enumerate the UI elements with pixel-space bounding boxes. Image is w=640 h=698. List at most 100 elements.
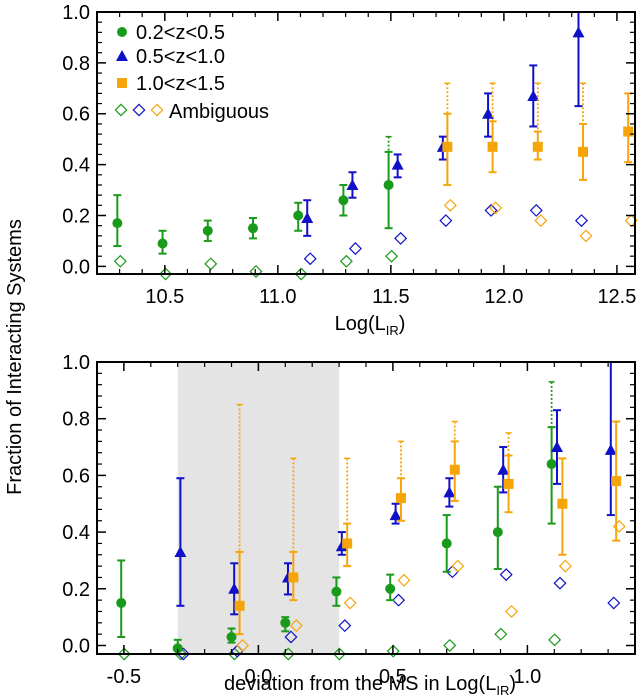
- legend-diamond-mid-z: [132, 103, 146, 117]
- bottom-shaded-region: [177, 362, 340, 654]
- chart-panel-ms-deviation: -0.5 0.0 0.5 1.0 0.0 0.2 0.4 0.6 0.8 1.0 deviatio…: [62, 352, 636, 698]
- legend-label-low-z: 0.2<z<0.5: [136, 22, 225, 44]
- bottom-point-mid-z: [604, 443, 617, 455]
- top-point-low-z: [247, 223, 258, 234]
- bottom-point-low-z: [492, 527, 503, 538]
- bottom-x-tick-label: 0.0: [244, 666, 272, 688]
- top-x-tick-label: 12.0: [484, 286, 523, 308]
- top-point-high-z: [623, 126, 634, 137]
- bottom-point-low-z: [385, 583, 396, 594]
- bottom-x-tick-label: 0.5: [379, 666, 407, 688]
- bottom-point-low-z: [172, 643, 183, 654]
- bottom-point-mid-z: [174, 545, 187, 557]
- legend: 0.2<z<0.5 0.5<z<1.0 1.0<z<1.5 Ambiguous: [114, 22, 269, 123]
- bottom-y-tick-label: 0.8: [62, 409, 90, 431]
- top-ambiguous-diamond: [303, 252, 317, 266]
- top-point-mid-z: [301, 212, 314, 224]
- top-ambiguous-diamond: [204, 257, 218, 271]
- bottom-ambiguous-diamond: [499, 568, 513, 582]
- legend-marker-high-z: [117, 78, 127, 88]
- top-ambiguous-diamond: [159, 267, 173, 281]
- top-point-mid-z: [572, 26, 585, 38]
- top-ambiguous-diamond: [439, 214, 453, 228]
- top-y-tick-label: 0.4: [62, 155, 90, 177]
- bottom-ambiguous-diamond: [607, 596, 621, 610]
- bottom-x-tick-label: -0.5: [107, 666, 141, 688]
- top-ambiguous-diamond: [385, 249, 399, 263]
- bottom-ambiguous-diamond: [343, 596, 357, 610]
- bottom-point-low-z: [546, 459, 557, 470]
- legend-label-mid-z: 0.5<z<1.0: [136, 46, 225, 68]
- bottom-x-axis-title-main: deviation from the MS in Log(L: [224, 673, 496, 695]
- top-ambiguous-diamond: [394, 231, 408, 245]
- bottom-x-tick-label: 1.0: [513, 666, 541, 688]
- bottom-ambiguous-diamond: [397, 573, 411, 587]
- top-x-axis-title-tail: ): [399, 313, 406, 335]
- y-axis-title: Fraction of Interacting Systems: [4, 219, 26, 495]
- top-y-tick-label: 0.2: [62, 205, 90, 227]
- top-y-tick-label: 1.0: [62, 2, 90, 24]
- legend-label-ambiguous: Ambiguous: [169, 101, 269, 123]
- top-y-tick-label: 0.6: [62, 104, 90, 126]
- bottom-ambiguous-diamond: [505, 604, 519, 618]
- top-point-mid-z: [346, 178, 359, 190]
- bottom-point-high-z: [611, 476, 622, 487]
- legend-diamond-high-z: [150, 103, 164, 117]
- bottom-point-low-z: [226, 631, 237, 642]
- bottom-point-high-z: [503, 478, 514, 489]
- top-y-tick-label: 0.8: [62, 53, 90, 75]
- bottom-y-tick-label: 0.2: [62, 579, 90, 601]
- top-point-high-z: [487, 141, 498, 152]
- bottom-x-axis-title-tail: ): [509, 673, 516, 695]
- bottom-ambiguous-diamond: [284, 630, 298, 644]
- top-x-tick-label: 12.5: [597, 286, 636, 308]
- bottom-ambiguous-diamond: [558, 559, 572, 573]
- legend-diamond-low-z: [114, 103, 128, 117]
- bottom-point-high-z: [449, 464, 460, 475]
- bottom-ambiguous-diamond: [117, 647, 131, 661]
- bottom-point-low-z: [331, 586, 342, 597]
- top-ambiguous-diamond: [249, 264, 263, 278]
- top-point-high-z: [532, 141, 543, 152]
- top-x-tick-label: 10.5: [145, 286, 184, 308]
- top-x-axis-title: Log(LIR): [335, 313, 406, 338]
- bottom-ambiguous-diamond: [451, 559, 465, 573]
- top-axis-ticks: 10.5 11.0 11.5 12.0 12.5 0.0 0.2 0.4 0.6 0.8 1.0: [62, 2, 636, 308]
- bottom-y-tick-label: 0.4: [62, 522, 90, 544]
- bottom-ambiguous-diamond: [338, 619, 352, 633]
- bottom-ambiguous-diamond: [553, 576, 567, 590]
- bottom-y-tick-label: 0.0: [62, 635, 90, 657]
- top-point-low-z: [202, 225, 213, 236]
- top-ambiguous-diamond: [348, 242, 362, 256]
- bottom-point-high-z: [395, 493, 406, 504]
- top-ambiguous-diamond: [489, 201, 503, 215]
- bottom-point-low-z: [441, 538, 452, 549]
- top-ambiguous-diamond: [113, 254, 127, 268]
- bottom-point-mid-z: [497, 463, 510, 475]
- top-ambiguous-diamond: [574, 214, 588, 228]
- bottom-ambiguous-diamond: [332, 647, 346, 661]
- top-point-mid-z: [482, 107, 495, 119]
- top-point-mid-z: [527, 89, 540, 101]
- top-ambiguous-diamond: [443, 198, 457, 212]
- bottom-point-high-z: [234, 600, 245, 611]
- top-x-axis-title-sub: IR: [386, 323, 399, 338]
- top-x-tick-label: 11.0: [259, 286, 296, 308]
- bottom-point-low-z: [116, 597, 127, 608]
- bottom-point-mid-z: [228, 582, 241, 594]
- legend-marker-low-z: [117, 27, 127, 37]
- top-ambiguous-diamond: [529, 203, 543, 217]
- bottom-plot-content: [116, 362, 626, 661]
- top-point-mid-z: [391, 158, 404, 170]
- bottom-ambiguous-diamond: [494, 627, 508, 641]
- bottom-ambiguous-diamond: [548, 633, 562, 647]
- bottom-x-axis-title-sub: IR: [496, 683, 509, 698]
- top-x-axis-title-main: Log(L: [335, 313, 386, 335]
- bottom-ambiguous-diamond: [443, 638, 457, 653]
- bottom-point-low-z: [280, 617, 291, 628]
- top-point-low-z: [383, 179, 394, 190]
- top-point-low-z: [157, 238, 168, 249]
- bottom-point-mid-z: [443, 486, 456, 498]
- top-plot-content: [112, 12, 638, 281]
